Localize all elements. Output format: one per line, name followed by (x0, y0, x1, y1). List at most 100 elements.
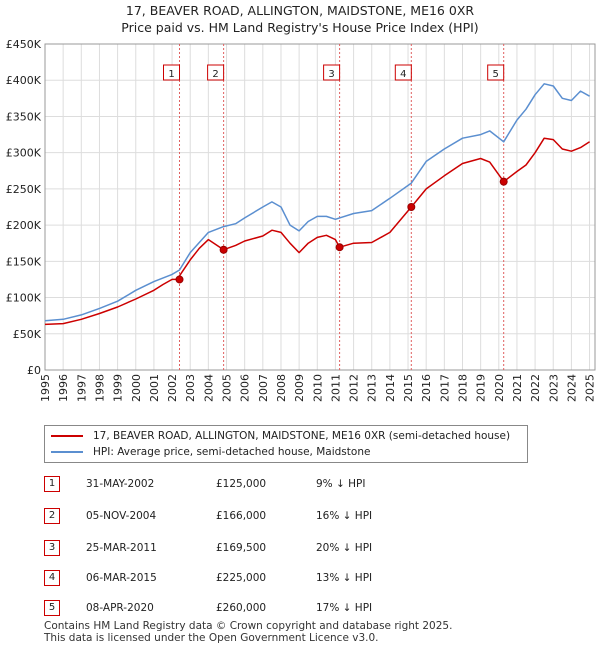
x-tick-label: 2020 (493, 374, 506, 402)
y-tick-label: £100K (6, 292, 42, 305)
table-row: 1 31-MAY-2002 £125,000 9% ↓ HPI (44, 474, 504, 494)
x-tick-label: 2008 (275, 374, 288, 402)
sale-point (219, 245, 228, 254)
sale-date: 31-MAY-2002 (86, 478, 155, 490)
plot-border (44, 43, 596, 371)
sale-point (407, 203, 416, 211)
sale-points (175, 177, 508, 284)
x-tick-label: 1997 (75, 374, 88, 402)
x-tick-label: 2016 (420, 374, 433, 402)
sale-number: 5 (44, 600, 60, 616)
legend-label-hpi: HPI: Average price, semi-detached house,… (93, 446, 371, 458)
y-tick-label: £50K (13, 328, 42, 341)
x-tick-label: 2025 (584, 374, 597, 402)
footer-licence: This data is licensed under the Open Gov… (44, 632, 379, 644)
legend-item-property: 17, BEAVER ROAD, ALLINGTON, MAIDSTONE, M… (51, 428, 510, 444)
sale-label-box (207, 64, 225, 81)
sale-date: 25-MAR-2011 (86, 542, 157, 554)
chart-subtitle: Price paid vs. HM Land Registry's House … (121, 20, 479, 35)
sale-point (499, 177, 508, 186)
sale-label: 3 (323, 64, 341, 81)
sale-label-box (487, 64, 505, 81)
legend-swatch-property (51, 435, 83, 437)
x-tick-label: 1995 (39, 374, 52, 402)
x-tick-label: 1999 (112, 374, 125, 402)
x-tick-label: 2024 (565, 374, 578, 402)
y-tick-label: £450K (6, 38, 42, 51)
footer-copyright: Contains HM Land Registry data © Crown c… (44, 620, 453, 632)
x-tick-label: 2022 (529, 374, 542, 402)
sale-label-text: 5 (493, 69, 499, 80)
sale-label: 1 (163, 64, 181, 81)
legend-swatch-hpi (51, 451, 83, 453)
y-tick-label: £200K (6, 219, 42, 232)
x-tick-label: 2013 (366, 374, 379, 402)
x-tick-label: 2019 (475, 374, 488, 402)
sale-hpi-diff: 13% ↓ HPI (316, 572, 373, 584)
table-row: 4 06-MAR-2015 £225,000 13% ↓ HPI (44, 568, 504, 588)
sale-number: 3 (44, 540, 60, 556)
plot-area (45, 44, 595, 370)
sale-date: 08-APR-2020 (86, 602, 154, 614)
sale-hpi-diff: 16% ↓ HPI (316, 510, 373, 522)
sale-date: 05-NOV-2004 (86, 510, 157, 522)
sale-label: 5 (487, 64, 505, 81)
x-tick-label: 2009 (293, 374, 306, 402)
x-tick-label: 2010 (311, 374, 324, 402)
sale-price: £225,000 (216, 572, 267, 584)
y-axis: £0 £50K £100K £150K £200K £250K £300K £350K £400… (6, 38, 42, 377)
x-tick-label: 2011 (329, 374, 342, 402)
sale-number: 4 (44, 570, 60, 586)
chart-title: 17, BEAVER ROAD, ALLINGTON, MAIDSTONE, M… (125, 3, 475, 18)
y-tick-label: £400K (6, 74, 42, 87)
sale-label-text: 4 (400, 69, 406, 80)
series-line-hpi (44, 83, 590, 322)
series-line-property (44, 137, 591, 326)
sale-price: £125,000 (216, 478, 267, 490)
sale-label-text: 3 (328, 69, 334, 80)
x-tick-label: 2014 (384, 374, 397, 402)
x-tick-label: 2018 (456, 374, 469, 402)
y-tick-label: £350K (6, 110, 42, 123)
y-tick-label: £0 (27, 364, 41, 377)
x-tick-label: 2015 (402, 374, 415, 402)
sale-label: 2 (207, 64, 225, 81)
y-tick-label: £150K (6, 255, 42, 268)
x-tick-label: 2012 (348, 374, 361, 402)
sale-hpi-diff: 20% ↓ HPI (316, 542, 373, 554)
table-row: 3 25-MAR-2011 £169,500 20% ↓ HPI (44, 538, 504, 558)
y-tick-label: £300K (6, 147, 42, 160)
legend: 17, BEAVER ROAD, ALLINGTON, MAIDSTONE, M… (44, 425, 528, 463)
sale-point (175, 275, 184, 284)
x-tick-label: 2021 (511, 374, 524, 402)
sale-number: 1 (44, 476, 60, 492)
sale-price: £169,500 (216, 542, 267, 554)
x-tick-label: 2005 (221, 374, 234, 402)
x-tick-label: 2007 (257, 374, 270, 402)
sale-label: 4 (394, 64, 412, 81)
x-tick-label: 2023 (547, 374, 560, 402)
x-tick-label: 2003 (184, 374, 197, 402)
sale-labels: 1 2 3 4 5 (163, 64, 505, 81)
x-tick-label: 2004 (202, 374, 215, 402)
x-tick-label: 2006 (239, 374, 252, 402)
sale-hpi-diff: 17% ↓ HPI (316, 602, 373, 614)
series-group (44, 83, 591, 326)
x-tick-label: 1996 (57, 374, 70, 402)
sale-point (335, 243, 344, 252)
sale-price: £260,000 (216, 602, 267, 614)
y-tick-label: £250K (6, 183, 42, 196)
x-tick-label: 1998 (93, 374, 106, 402)
sale-label-box (323, 64, 341, 81)
sale-price: £166,000 (216, 510, 267, 522)
sale-label-box (163, 64, 181, 81)
sale-label-text: 1 (168, 69, 174, 80)
x-tick-label: 2017 (438, 374, 451, 402)
table-row: 2 05-NOV-2004 £166,000 16% ↓ HPI (44, 506, 504, 526)
sale-date: 06-MAR-2015 (86, 572, 157, 584)
table-row: 5 08-APR-2020 £260,000 17% ↓ HPI (44, 598, 504, 618)
x-axis: 1995 1996 1997 1998 1999 2000 2001 2002 2003 2004… (39, 374, 597, 402)
sale-label-box (394, 64, 412, 81)
price-chart: 1 2 3 4 5 £0 £50K £100K £150K £200K £250K £300K £35… (6, 38, 597, 402)
sale-number: 2 (44, 508, 60, 524)
